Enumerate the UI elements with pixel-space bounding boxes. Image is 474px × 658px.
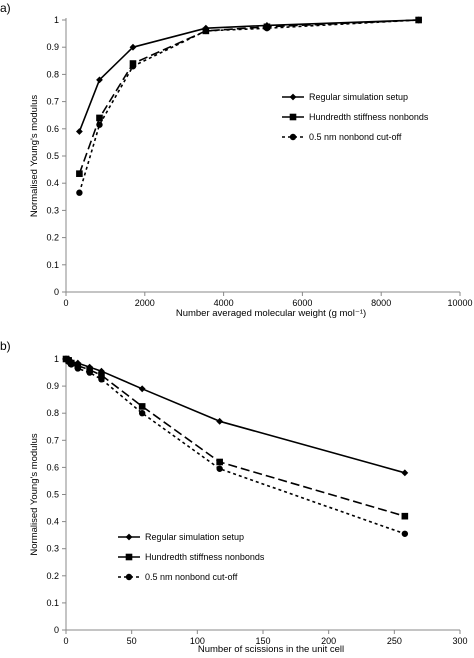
- legend-label: Hundredth stiffness nonbonds: [145, 552, 265, 562]
- x-tick-label: 50: [127, 636, 137, 646]
- x-tick-label: 10000: [447, 298, 472, 308]
- legend-marker: [289, 133, 297, 141]
- x-axis-label: Number averaged molecular weight (g mol⁻…: [176, 308, 366, 319]
- y-tick-label: 0.2: [46, 571, 59, 581]
- y-tick-label: 0.6: [46, 462, 59, 472]
- x-tick-label: 0: [63, 636, 68, 646]
- x-tick-label: 200: [321, 636, 336, 646]
- data-point: [216, 458, 223, 466]
- data-point: [216, 417, 224, 425]
- data-point: [138, 410, 146, 417]
- data-point: [76, 170, 83, 177]
- panel-label: b): [0, 339, 11, 353]
- y-tick-label: 0.7: [46, 97, 59, 107]
- data-point: [75, 128, 83, 135]
- y-axis-label: Normalised Young's modulus: [29, 95, 40, 217]
- data-point: [138, 385, 146, 393]
- y-tick-label: 0.8: [46, 69, 59, 79]
- series-line: [65, 358, 406, 517]
- y-tick-label: 0.5: [46, 490, 59, 500]
- series-line: [78, 19, 419, 193]
- series-2: [62, 355, 409, 520]
- data-point: [263, 24, 271, 32]
- data-point: [202, 27, 210, 35]
- series-line: [78, 19, 419, 174]
- x-tick-label: 8000: [371, 298, 391, 308]
- data-point: [216, 465, 223, 472]
- data-point: [415, 16, 422, 24]
- data-point: [86, 369, 93, 376]
- y-tick-label: 0.6: [46, 124, 59, 134]
- chart-panel-1: a) 0 0.1 0.2 0.3 0.4 0.5 0.6 0.7 0.8 0.9 1 0 2000 4000…: [0, 1, 473, 319]
- data-point: [74, 365, 82, 372]
- x-tick-label: 2000: [135, 298, 155, 308]
- y-tick-label: 0.4: [46, 178, 59, 188]
- x-tick-label: 0: [63, 298, 68, 308]
- chart-panel-2: b) 0 0.1 0.2 0.3 0.4 0.5 0.6 0.7 0.8 0.9 1 0 50 100 150…: [0, 339, 468, 655]
- y-tick-label: 0.7: [46, 435, 59, 445]
- legend-label: Hundredth stiffness nonbonds: [309, 112, 429, 122]
- data-point: [96, 76, 103, 84]
- legend-marker: [125, 573, 133, 581]
- y-tick-label: 0: [54, 287, 59, 297]
- legend-label: 0.5 nm nonbond cut-off: [145, 572, 238, 582]
- x-tick-label: 6000: [292, 298, 312, 308]
- x-tick-label: 300: [452, 636, 467, 646]
- data-point: [138, 403, 146, 410]
- y-tick-label: 0.1: [46, 598, 59, 608]
- y-tick-label: 1: [54, 15, 59, 25]
- legend: Regular simulation setup Hundredth stiffn…: [118, 532, 265, 582]
- series-1: [62, 355, 409, 477]
- legend-marker: [125, 553, 133, 561]
- x-tick-label: 150: [255, 636, 270, 646]
- data-point: [129, 43, 137, 51]
- data-point: [98, 376, 105, 383]
- data-point: [68, 361, 75, 368]
- data-point: [129, 63, 137, 70]
- legend-marker: [289, 113, 297, 121]
- y-tick-label: 0.4: [46, 517, 59, 527]
- y-axis-label: Normalised Young's modulus: [29, 433, 40, 555]
- y-tick-label: 1: [54, 354, 59, 364]
- data-point: [76, 189, 83, 196]
- data-point: [401, 469, 409, 477]
- legend: Regular simulation setup Hundredth stiffn…: [282, 92, 429, 142]
- series-3: [62, 355, 409, 537]
- data-point: [401, 512, 409, 520]
- y-tick-label: 0.9: [46, 381, 59, 391]
- data-point: [96, 114, 103, 122]
- x-tick-label: 4000: [214, 298, 234, 308]
- x-axis-label: Number of scissions in the unit cell: [198, 644, 344, 655]
- legend-label: 0.5 nm nonbond cut-off: [309, 132, 402, 142]
- y-tick-label: 0.3: [46, 205, 59, 215]
- panel-label: a): [0, 1, 11, 15]
- y-tick-label: 0.3: [46, 544, 59, 554]
- data-point: [98, 371, 105, 379]
- legend-marker: [289, 93, 297, 101]
- series-line: [65, 358, 406, 535]
- legend-label: Regular simulation setup: [309, 92, 408, 102]
- data-point: [401, 530, 409, 537]
- y-tick-label: 0.8: [46, 408, 59, 418]
- series-3: [76, 16, 422, 196]
- y-tick-label: 0.9: [46, 42, 59, 52]
- data-point: [96, 121, 103, 128]
- y-tick-label: 0: [54, 625, 59, 635]
- y-tick-label: 0.1: [46, 260, 59, 270]
- series-line: [66, 358, 406, 474]
- data-point: [98, 367, 105, 375]
- x-tick-label: 100: [190, 636, 205, 646]
- x-tick-label: 250: [387, 636, 402, 646]
- legend-label: Regular simulation setup: [145, 532, 244, 542]
- legend-marker: [125, 533, 133, 541]
- series-line: [78, 19, 419, 132]
- y-tick-label: 0.5: [46, 151, 59, 161]
- y-tick-label: 0.2: [46, 233, 59, 243]
